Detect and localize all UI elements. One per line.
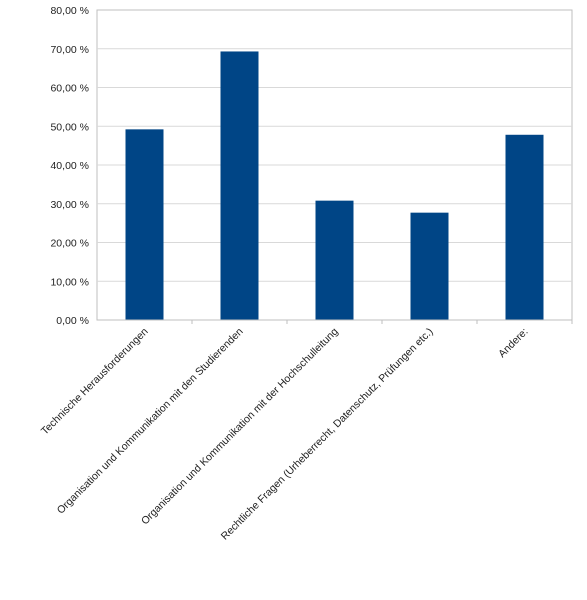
grid-lines bbox=[97, 48, 572, 282]
bar bbox=[315, 200, 354, 320]
x-category-label: Organisation und Kommunikation mit der H… bbox=[139, 326, 341, 528]
y-tick-label: 60,00 % bbox=[50, 83, 89, 95]
y-tick-label: 0,00 % bbox=[56, 315, 89, 327]
y-tick-label: 50,00 % bbox=[50, 121, 89, 133]
x-category-label: Technische Herausforderungen bbox=[39, 326, 151, 438]
y-tick-label: 20,00 % bbox=[50, 238, 89, 250]
bar bbox=[125, 129, 164, 320]
x-axis-tick-labels: Technische HerausforderungenOrganisation… bbox=[39, 320, 573, 543]
bars bbox=[125, 51, 544, 321]
bar bbox=[220, 51, 259, 321]
y-tick-label: 70,00 % bbox=[50, 44, 89, 56]
y-axis-tick-labels: 0,00 % 10,00 % 20,00 % 30,00 % 40,00 % 50,00 … bbox=[50, 5, 89, 327]
bar bbox=[505, 134, 544, 320]
y-tick-label: 30,00 % bbox=[50, 199, 89, 211]
bar bbox=[410, 212, 449, 320]
y-tick-label: 10,00 % bbox=[50, 276, 89, 288]
y-tick-label: 80,00 % bbox=[50, 5, 89, 17]
x-category-label: Andere: bbox=[496, 326, 530, 360]
y-tick-label: 40,00 % bbox=[50, 160, 89, 172]
x-category-label: Organisation und Kommunikation mit den S… bbox=[55, 326, 246, 517]
x-category-label: Rechtliche Fragen (Urheberrecht, Datensc… bbox=[219, 326, 436, 543]
